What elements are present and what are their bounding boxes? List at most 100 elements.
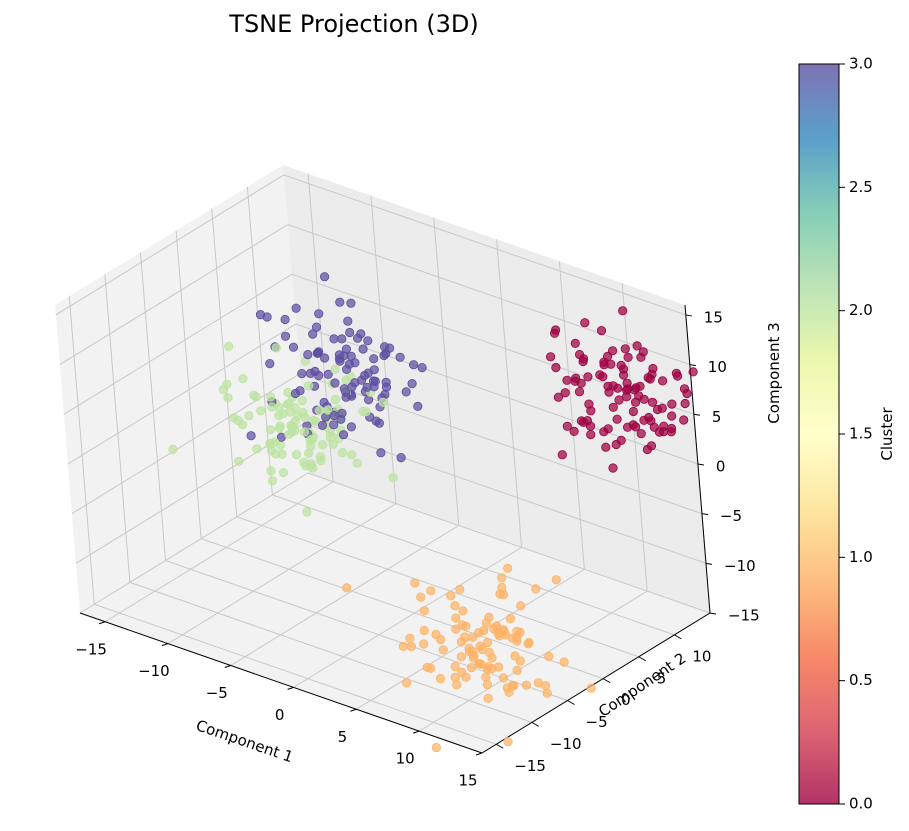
scatter-point-cluster-2 [238,373,248,384]
scatter-point-cluster-2 [325,433,336,443]
scatter-point-cluster-0 [557,450,567,460]
scatter-point-cluster-1 [464,643,474,653]
x-gridline-floor [230,525,460,666]
scatter-point-cluster-0 [596,325,607,336]
scatter-point-cluster-2 [267,476,278,486]
scatter-point-cluster-1 [456,652,466,662]
scatter-point-cluster-2 [284,429,294,439]
scatter-point-cluster-3 [417,362,427,373]
scatter-point-cluster-2 [265,438,275,448]
scatter-point-cluster-3 [376,448,386,458]
scatter-point-cluster-2 [277,449,287,459]
x-tick-label: 0 [275,706,285,724]
z-tick-mark [705,562,713,565]
y-gridline-floor [200,538,604,680]
scatter-point-cluster-1 [501,630,511,640]
scatter-point-cluster-0 [601,442,611,452]
scatter-point-cluster-0 [611,439,621,450]
scatter-point-cluster-1 [426,663,436,673]
scatter-point-cluster-3 [314,370,324,381]
scatter-point-cluster-0 [657,403,667,413]
scatter-point-cluster-1 [512,633,522,643]
z-tick-label: −5 [720,507,742,525]
colorbar-label: Cluster [878,407,896,461]
z-gridline-back [283,174,686,316]
scatter-point-cluster-2 [330,394,341,405]
scatter-point-cluster-2 [290,402,300,413]
y-tick-mark [602,678,611,684]
scatter-point-cluster-2 [302,507,312,517]
scatter-point-cluster-2 [265,392,276,402]
scatter-point-cluster-2 [308,463,318,473]
scatter-point-cluster-3 [291,303,301,313]
scatter-point-cluster-2 [291,449,302,460]
scatter-point-cluster-1 [456,637,466,647]
scatter-point-cluster-1 [457,620,467,630]
scatter-point-cluster-3 [323,369,333,379]
scatter-point-cluster-2 [267,402,277,412]
scatter-point-cluster-1 [406,641,416,652]
scatter-point-cluster-2 [303,381,314,391]
x-tick-label: −15 [75,640,107,658]
scatter-point-cluster-3 [407,378,417,389]
scatter-point-cluster-2 [299,427,309,437]
scatter-point-cluster-0 [657,376,668,386]
scatter-point-cluster-3 [330,378,340,388]
y-tick-mark [638,656,646,662]
scatter-point-cluster-0 [580,318,590,328]
scatter-point-cluster-2 [234,456,244,466]
scatter-point-cluster-1 [521,680,532,690]
scatter-point-cluster-3 [255,309,266,320]
scatter-point-cluster-3 [345,327,355,338]
scatter-point-cluster-3 [408,360,419,370]
scatter-points [168,272,698,753]
z-tick-label: 5 [712,408,722,426]
z-gridline-back [287,224,691,366]
scatter-point-cluster-2 [358,406,368,417]
x-tick-mark [413,730,420,734]
scatter-point-cluster-0 [618,306,628,316]
scatter-point-cluster-2 [297,395,307,406]
scatter-point-cluster-1 [450,661,460,672]
scatter-point-cluster-1 [482,679,492,690]
x-gridline-floor [104,481,334,623]
scatter-point-cluster-2 [222,379,232,389]
scatter-point-cluster-0 [632,341,642,351]
scatter-point-cluster-0 [647,397,658,407]
scatter-point-cluster-0 [631,383,641,393]
scatter-point-cluster-2 [345,371,355,381]
y-tick-label: −15 [514,757,546,775]
scatter-point-cluster-3 [337,408,347,418]
scatter-point-cluster-1 [542,688,552,698]
scatter-point-cluster-1 [450,672,460,682]
scatter-point-cluster-0 [639,415,649,425]
scatter-point-cluster-1 [468,653,478,663]
scatter-point-cluster-0 [620,344,630,354]
scatter-point-cluster-0 [621,392,632,402]
x-tick-mark [161,643,169,647]
scatter-point-cluster-1 [487,653,497,663]
scatter-point-cluster-3 [290,388,301,399]
scatter-point-cluster-2 [310,416,321,427]
scatter-point-cluster-3 [346,298,356,308]
scatter-point-cluster-1 [474,659,484,669]
scatter-point-cluster-0 [604,387,614,397]
scatter-point-cluster-2 [337,447,348,458]
z-gridline-back [303,422,707,564]
scatter-point-cluster-1 [503,563,513,573]
scatter-point-cluster-0 [643,372,653,383]
scatter-point-cluster-2 [293,411,303,421]
y-axis-line [481,612,711,754]
scatter-point-cluster-0 [608,402,618,412]
scatter-point-cluster-1 [497,573,507,583]
scatter-point-cluster-3 [346,422,356,432]
scatter-point-cluster-3 [358,344,368,354]
scatter-point-cluster-1 [482,663,492,674]
scatter-point-cluster-3 [401,387,411,397]
y-gridline-left [175,230,202,539]
scatter-point-cluster-0 [672,371,683,381]
scatter-point-cluster-1 [551,575,561,585]
